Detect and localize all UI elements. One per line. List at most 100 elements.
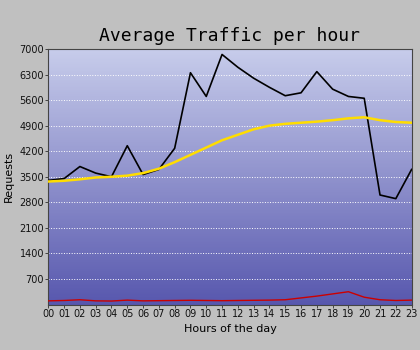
- Bar: [48, 189, 412, 191]
- Bar: [48, 281, 412, 283]
- Bar: [48, 303, 412, 304]
- Bar: [48, 266, 412, 267]
- Bar: [48, 154, 412, 155]
- Bar: [48, 57, 412, 58]
- X-axis label: Hours of the day: Hours of the day: [184, 324, 276, 334]
- Title: Average Traffic per hour: Average Traffic per hour: [100, 27, 360, 45]
- Bar: [48, 99, 412, 100]
- Bar: [48, 214, 412, 215]
- Bar: [48, 208, 412, 209]
- Bar: [48, 77, 412, 78]
- Bar: [48, 156, 412, 158]
- Bar: [48, 104, 412, 105]
- Bar: [48, 76, 412, 77]
- Bar: [48, 105, 412, 106]
- Bar: [48, 230, 412, 232]
- Bar: [48, 212, 412, 214]
- Bar: [48, 67, 412, 68]
- Bar: [48, 269, 412, 270]
- Bar: [48, 130, 412, 131]
- Bar: [48, 187, 412, 188]
- Bar: [48, 159, 412, 160]
- Bar: [48, 164, 412, 165]
- Bar: [48, 271, 412, 273]
- Bar: [48, 153, 412, 154]
- Bar: [48, 234, 412, 236]
- Bar: [48, 215, 412, 216]
- Bar: [48, 92, 412, 94]
- Bar: [48, 135, 412, 136]
- Bar: [48, 55, 412, 57]
- Bar: [48, 280, 412, 281]
- Bar: [48, 265, 412, 266]
- Bar: [48, 68, 412, 69]
- Bar: [48, 137, 412, 138]
- Bar: [48, 53, 412, 54]
- Bar: [48, 178, 412, 179]
- Bar: [48, 201, 412, 202]
- Bar: [48, 72, 412, 73]
- Bar: [48, 192, 412, 193]
- Bar: [48, 142, 412, 144]
- Bar: [48, 191, 412, 192]
- Bar: [48, 123, 412, 124]
- Bar: [48, 120, 412, 122]
- Bar: [48, 91, 412, 92]
- Bar: [48, 106, 412, 108]
- Bar: [48, 169, 412, 170]
- Bar: [48, 283, 412, 284]
- Bar: [48, 80, 412, 81]
- Bar: [48, 216, 412, 218]
- Bar: [48, 78, 412, 80]
- Bar: [48, 209, 412, 210]
- Bar: [48, 98, 412, 99]
- Bar: [48, 289, 412, 290]
- Bar: [48, 133, 412, 135]
- Bar: [48, 127, 412, 128]
- Bar: [48, 229, 412, 230]
- Bar: [48, 140, 412, 141]
- Bar: [48, 158, 412, 159]
- Bar: [48, 236, 412, 237]
- Bar: [48, 292, 412, 293]
- Bar: [48, 147, 412, 149]
- Bar: [48, 222, 412, 223]
- Bar: [48, 284, 412, 285]
- Bar: [48, 248, 412, 250]
- Bar: [48, 161, 412, 163]
- Bar: [48, 102, 412, 103]
- Bar: [48, 200, 412, 201]
- Bar: [48, 73, 412, 75]
- Y-axis label: Requests: Requests: [4, 151, 14, 202]
- Bar: [48, 186, 412, 187]
- Bar: [48, 198, 412, 200]
- Bar: [48, 163, 412, 164]
- Bar: [48, 299, 412, 301]
- Bar: [48, 297, 412, 298]
- Bar: [48, 49, 412, 50]
- Bar: [48, 96, 412, 98]
- Bar: [48, 279, 412, 280]
- Bar: [48, 228, 412, 229]
- Bar: [48, 267, 412, 269]
- Bar: [48, 247, 412, 248]
- Bar: [48, 206, 412, 208]
- Bar: [48, 71, 412, 72]
- Bar: [48, 224, 412, 225]
- Bar: [48, 145, 412, 146]
- Bar: [48, 233, 412, 234]
- Bar: [48, 205, 412, 206]
- Bar: [48, 218, 412, 219]
- Bar: [48, 128, 412, 130]
- Bar: [48, 144, 412, 145]
- Bar: [48, 90, 412, 91]
- Bar: [48, 294, 412, 295]
- Bar: [48, 86, 412, 87]
- Bar: [48, 69, 412, 71]
- Bar: [48, 239, 412, 241]
- Bar: [48, 138, 412, 140]
- Bar: [48, 150, 412, 151]
- Bar: [48, 246, 412, 247]
- Bar: [48, 250, 412, 251]
- Bar: [48, 62, 412, 63]
